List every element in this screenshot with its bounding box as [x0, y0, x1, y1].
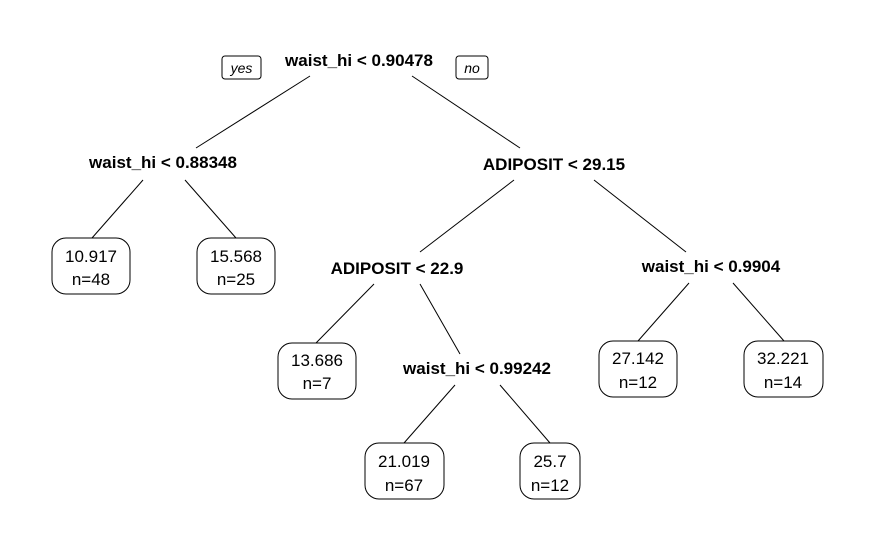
edge-rlr-l4: [403, 384, 456, 444]
edge-rlr-l5: [499, 384, 551, 444]
leaf-l3: 13.686 n=7: [277, 342, 357, 400]
leaf-count: n=14: [764, 373, 802, 392]
edge-rightleft-rlr: [419, 283, 461, 355]
edge-rightleft-l3: [315, 283, 375, 344]
no-tag: no: [464, 60, 480, 76]
leaf-value: 15.568: [210, 247, 262, 266]
split-right: ADIPOSIT < 29.15: [483, 155, 625, 174]
edge-left-l2: [184, 179, 237, 239]
yes-tag-box: [221, 55, 262, 80]
edge-left-l1: [91, 179, 144, 239]
leaf-l2: 15.568 n=25: [196, 237, 276, 295]
leaf-value: 10.917: [65, 247, 117, 266]
edge-right-rightright: [593, 179, 687, 253]
leaf-box: [364, 442, 445, 500]
leaf-value: 32.221: [757, 349, 809, 368]
leaf-box: [196, 237, 276, 295]
split-left: waist_hi < 0.88348: [88, 153, 237, 172]
leaf-l4: 21.019 n=67: [364, 442, 445, 500]
split-right-right: waist_hi < 0.9904: [641, 257, 781, 276]
leaf-count: n=12: [531, 476, 569, 495]
leaf-box: [519, 442, 581, 500]
leaf-value: 21.019: [378, 452, 430, 471]
leaf-box: [743, 340, 824, 398]
leaf-value: 27.142: [612, 349, 664, 368]
leaf-l7: 32.221 n=14: [743, 340, 824, 398]
edge-right-rightleft: [419, 179, 515, 253]
edge-root-right: [411, 75, 521, 149]
leaf-count: n=12: [619, 373, 657, 392]
tree-edges: [91, 75, 785, 444]
leaf-box: [51, 237, 131, 295]
split-right-left-right: waist_hi < 0.99242: [402, 359, 551, 378]
leaf-count: n=67: [385, 476, 423, 495]
branch-tags: yes no: [221, 55, 489, 80]
leaf-box: [277, 342, 357, 400]
leaf-box: [598, 340, 678, 398]
leaf-l5: 25.7 n=12: [519, 442, 581, 500]
split-root: waist_hi < 0.90478: [284, 51, 433, 70]
leaf-value: 25.7: [533, 452, 566, 471]
edge-root-left: [195, 75, 311, 149]
leaf-count: n=48: [72, 270, 110, 289]
leaf-l1: 10.917 n=48: [51, 237, 131, 295]
leaf-value: 13.686: [291, 351, 343, 370]
no-tag-box: [455, 55, 489, 80]
edge-rightright-l7: [732, 282, 785, 342]
leaf-l6: 27.142 n=12: [598, 340, 678, 398]
split-right-left: ADIPOSIT < 22.9: [331, 259, 464, 278]
leaf-count: n=25: [217, 270, 255, 289]
leaf-count: n=7: [303, 374, 332, 393]
edge-rightright-l6: [637, 282, 690, 342]
yes-tag: yes: [230, 60, 253, 76]
split-nodes: waist_hi < 0.90478 waist_hi < 0.88348 AD…: [88, 51, 781, 378]
